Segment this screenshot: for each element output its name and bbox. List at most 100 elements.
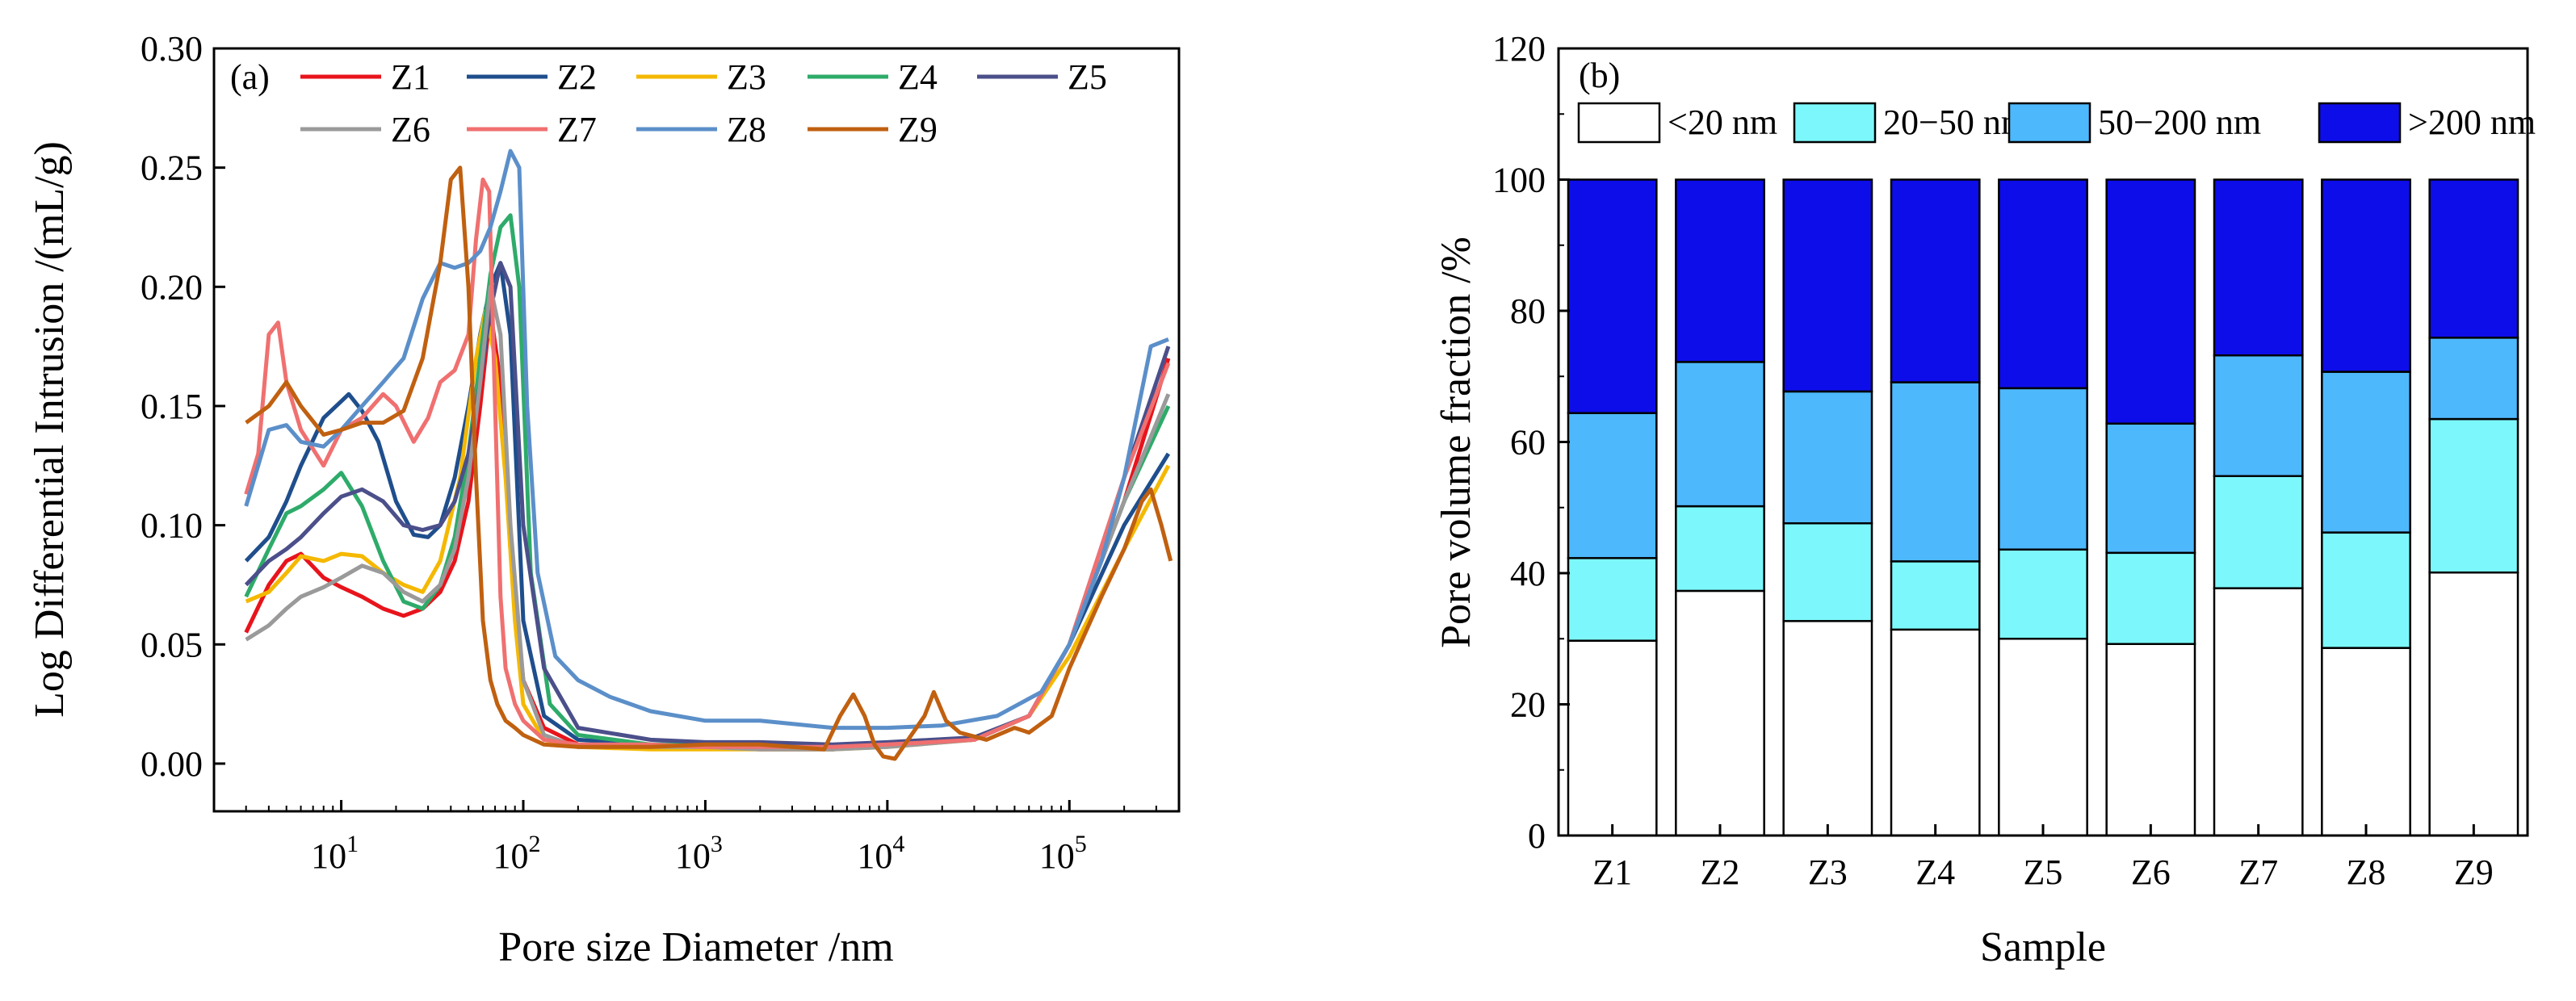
bar-z7-segment xyxy=(2213,587,2304,837)
panel-b-y-axis-title: Pore volume fraction /% xyxy=(1433,237,1479,648)
panel-a-legend: Z1 Z2 Z3 Z4 Z5 Z6 Z7 Z8 Z9 xyxy=(300,57,1107,149)
panel-a-y-tick-label: 0.20 xyxy=(141,267,203,307)
bar-z1-segment xyxy=(1567,412,1658,559)
bar-z7-segment xyxy=(2213,178,2304,357)
category-label-z5: Z5 xyxy=(2024,852,2063,892)
bar-z2-segment xyxy=(1675,505,1765,593)
panel-b-category-labels: Z1 Z2 Z3 Z4 Z5 Z6 Z7 Z8 Z9 xyxy=(1592,852,2494,892)
panel-b-y-tick-label: 60 xyxy=(1510,423,1546,463)
panel-a-series-lines xyxy=(244,149,1173,761)
bar-z9-segment xyxy=(2428,178,2519,339)
category-label-z6: Z6 xyxy=(2131,852,2171,892)
bar-z5-segment xyxy=(1998,638,2088,837)
category-label-z4: Z4 xyxy=(1915,852,1955,892)
panel-a-x-tick-labels: 101 102 103 104 105 xyxy=(311,831,1087,876)
panel-b-label: (b) xyxy=(1579,56,1620,95)
category-label-z9: Z9 xyxy=(2454,852,2494,892)
legend-label-z5: Z5 xyxy=(1068,57,1107,97)
panel-a-x-tick-label: 105 xyxy=(1039,831,1087,876)
bar-z7-segment xyxy=(2213,354,2304,477)
panel-b-y-tick-label: 100 xyxy=(1492,161,1546,200)
panel-a-y-axis-title: Log Differential Intrusion /(mL/g) xyxy=(27,141,73,718)
bar-z3-segment xyxy=(1782,178,1873,393)
legend-label-z6: Z6 xyxy=(391,110,430,149)
legend-label-z7: Z7 xyxy=(557,110,597,149)
panel-b-legend: <20 nm 20−50 nm 50−200 nm >200 nm xyxy=(1577,102,2536,144)
panel-a-y-tick-label: 0.05 xyxy=(141,625,203,664)
panel-a-plot-frame xyxy=(212,47,1181,813)
legend-swatch-series-3 xyxy=(2318,102,2402,144)
category-label-z1: Z1 xyxy=(1592,852,1632,892)
legend-swatch-series-0 xyxy=(1577,102,1661,144)
panel-a-x-tick-label: 103 xyxy=(675,831,723,876)
panel-a-y-tick-label: 0.25 xyxy=(141,149,203,188)
panel-a-x-tick-label: 102 xyxy=(493,831,540,876)
panel-a-x-axis-title: Pore size Diameter /nm xyxy=(498,924,894,970)
panel-a-y-tick-label: 0.30 xyxy=(141,29,203,69)
bar-z9-segment xyxy=(2428,337,2519,421)
bar-z4-segment xyxy=(1890,628,1981,837)
bar-z8-segment xyxy=(2321,371,2411,534)
bar-z6-segment xyxy=(2105,178,2196,425)
bar-z4-segment xyxy=(1890,560,1981,631)
legend-label-z8: Z8 xyxy=(727,110,766,149)
panel-a-x-tick-label: 104 xyxy=(857,831,904,876)
legend-label-z9: Z9 xyxy=(898,110,938,149)
legend-label-z4: Z4 xyxy=(898,57,938,97)
panel-b-y-tick-label: 0 xyxy=(1528,816,1546,856)
legend-label-z1: Z1 xyxy=(391,57,430,97)
bar-z8-segment xyxy=(2321,531,2411,649)
bar-z8-segment xyxy=(2321,647,2411,837)
series-line-z9 xyxy=(245,165,1173,761)
bar-z8-segment xyxy=(2321,178,2411,373)
series-line-z7 xyxy=(244,177,1171,749)
category-label-z7: Z7 xyxy=(2238,852,2278,892)
panel-b-x-axis-title: Sample xyxy=(1980,924,2106,970)
series-line-z5 xyxy=(244,261,1171,747)
bar-z9-segment xyxy=(2428,417,2519,574)
panel-b-tick-marks xyxy=(1559,47,2475,837)
panel-b-y-tick-label: 120 xyxy=(1492,29,1546,69)
legend-swatch-series-1 xyxy=(1793,102,1877,144)
panel-a-line-chart: 0.000.050.100.150.200.250.30 101 102 103 10… xyxy=(27,29,1181,970)
series-line-z6 xyxy=(245,284,1171,752)
bar-z1-segment xyxy=(1567,178,1658,414)
bar-z3-segment xyxy=(1782,522,1873,622)
bar-z6-segment xyxy=(2105,643,2196,837)
panel-a-y-tick-label: 0.15 xyxy=(141,387,203,426)
bar-z3-segment xyxy=(1782,390,1873,525)
panel-b-bars xyxy=(1567,178,2519,837)
series-line-z8 xyxy=(244,149,1169,731)
panel-a-y-tick-label: 0.10 xyxy=(141,506,203,546)
bar-z2-segment xyxy=(1675,361,1765,508)
series-line-z1 xyxy=(244,308,1171,752)
bar-z1-segment xyxy=(1567,639,1658,837)
legend-label-series-0: <20 nm xyxy=(1668,103,1777,142)
bar-z3-segment xyxy=(1782,620,1873,837)
panel-b-y-tick-label: 20 xyxy=(1510,685,1546,725)
bar-z5-segment xyxy=(1998,178,2088,390)
bar-z4-segment xyxy=(1890,381,1981,563)
bar-z6-segment xyxy=(2105,551,2196,645)
bar-z6-segment xyxy=(2105,422,2196,555)
panel-a-y-tick-labels: 0.00 0.05 0.10 0.15 0.20 0.25 0.30 xyxy=(141,29,203,784)
series-line-z3 xyxy=(245,308,1171,752)
bar-z2-segment xyxy=(1675,589,1765,837)
series-line-z4 xyxy=(244,213,1171,749)
panel-a-x-tick-label: 101 xyxy=(311,831,359,876)
panel-b-y-tick-label: 40 xyxy=(1510,554,1546,593)
category-label-z8: Z8 xyxy=(2347,852,2386,892)
bar-z1-segment xyxy=(1567,557,1658,642)
legend-label-series-1: 20−50 nm xyxy=(1883,103,2028,142)
legend-swatch-series-2 xyxy=(2008,102,2091,144)
legend-label-series-3: >200 nm xyxy=(2408,103,2536,142)
bar-z4-segment xyxy=(1890,178,1981,383)
category-label-z3: Z3 xyxy=(1808,852,1848,892)
panel-b-stacked-bar-chart: 0 20 40 60 80 100 120 Z1 Z2 Z3 Z4 Z5 Z6 Z7 Z8 Z9 (b) S… xyxy=(1433,29,2536,970)
panel-a-y-tick-label: 0.00 xyxy=(141,744,203,784)
bar-z5-segment xyxy=(1998,387,2088,551)
panel-b-y-tick-label: 80 xyxy=(1510,291,1546,331)
panel-b-y-tick-labels: 0 20 40 60 80 100 120 xyxy=(1492,29,1546,856)
bar-z9-segment xyxy=(2428,571,2519,837)
